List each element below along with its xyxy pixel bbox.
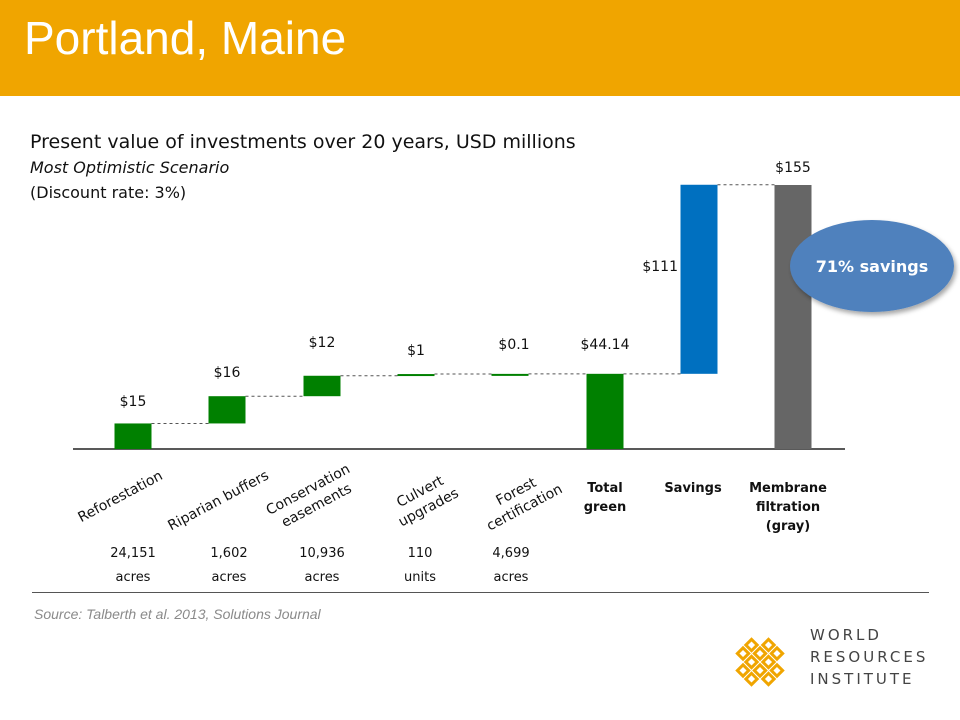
value-label: $111 [642, 259, 678, 275]
bar-forest-certification [491, 373, 529, 376]
category-label-line: green [584, 500, 627, 515]
savings-callout [790, 220, 954, 312]
unit-count: 4,699 [492, 546, 529, 561]
value-label: $16 [214, 365, 241, 381]
logo-tile [735, 662, 751, 679]
category-label-line: Savings [664, 481, 722, 496]
savings-callout-text: 71% savings [816, 257, 928, 276]
logo-tile [769, 662, 785, 679]
value-label: $155 [775, 160, 811, 176]
logo-tile [743, 637, 760, 653]
bar-reforestation [114, 423, 152, 449]
logo-pattern [735, 637, 785, 687]
bar-savings [680, 184, 718, 374]
value-label: $1 [407, 343, 425, 359]
logo-tile [743, 654, 760, 670]
wri-logo-text: WORLD RESOURCES INSTITUTE [810, 624, 928, 690]
value-label: $12 [309, 335, 336, 351]
subtitle-line-3: (Discount rate: 3%) [30, 183, 187, 202]
logo-tile [743, 671, 760, 687]
bar-riparian-buffers [208, 396, 246, 424]
wri-logo-mark [735, 637, 785, 687]
category-label-line: (gray) [766, 519, 810, 534]
waterfall-chart: $15 $16 $12 $1 $0.1 $44.14 $111 $155 Reforestati… [73, 160, 954, 585]
bar-total-green [586, 373, 624, 449]
logo-tile [760, 671, 777, 687]
unit-name: acres [212, 570, 247, 585]
category-label-line: Riparian buffers [165, 468, 271, 535]
unit-name: units [404, 570, 436, 585]
unit-name: acres [116, 570, 151, 585]
bar-culvert-upgrades [397, 374, 435, 377]
logo-line-2: RESOURCES [810, 648, 929, 666]
unit-count: 24,151 [110, 546, 156, 561]
bar-conservation-easements [303, 375, 341, 397]
logo-tile [769, 645, 785, 662]
subtitle-line-1: Present value of investments over 20 yea… [30, 131, 576, 153]
logo-line-1: WORLD [810, 626, 882, 644]
category-label-line: Total [587, 481, 623, 496]
footer-divider [32, 592, 929, 593]
logo-tile [760, 654, 777, 670]
logo-line-3: INSTITUTE [810, 670, 915, 688]
unit-count: 110 [408, 546, 433, 561]
unit-name: acres [305, 570, 340, 585]
wri-logo: WORLD RESOURCES INSTITUTE [718, 620, 938, 700]
subtitle-line-2: Most Optimistic Scenario [30, 158, 230, 177]
unit-count: 1,602 [210, 546, 247, 561]
logo-tile [760, 637, 777, 653]
chart-subtitle: Present value of investments over 20 yea… [30, 128, 576, 206]
value-label: $15 [120, 394, 147, 410]
value-label: $44.14 [581, 337, 630, 353]
unit-name: acres [494, 570, 529, 585]
bar-membrane-filtration-gray- [774, 185, 812, 449]
logo-tile [735, 645, 751, 662]
category-label-line: Reforestation [75, 468, 165, 526]
value-label: $0.1 [498, 337, 529, 353]
logo-tile [752, 645, 768, 662]
category-label-line: Membrane [749, 481, 827, 496]
logo-tile [752, 662, 768, 679]
header-banner: Portland, Maine [0, 0, 960, 96]
page-title: Portland, Maine [24, 12, 347, 64]
category-label-line: filtration [756, 500, 820, 515]
category-label: Riparian buffers [165, 468, 271, 535]
unit-count: 10,936 [299, 546, 345, 561]
category-label: Reforestation [75, 468, 165, 526]
source-note: Source: Talberth et al. 2013, Solutions … [34, 606, 321, 622]
